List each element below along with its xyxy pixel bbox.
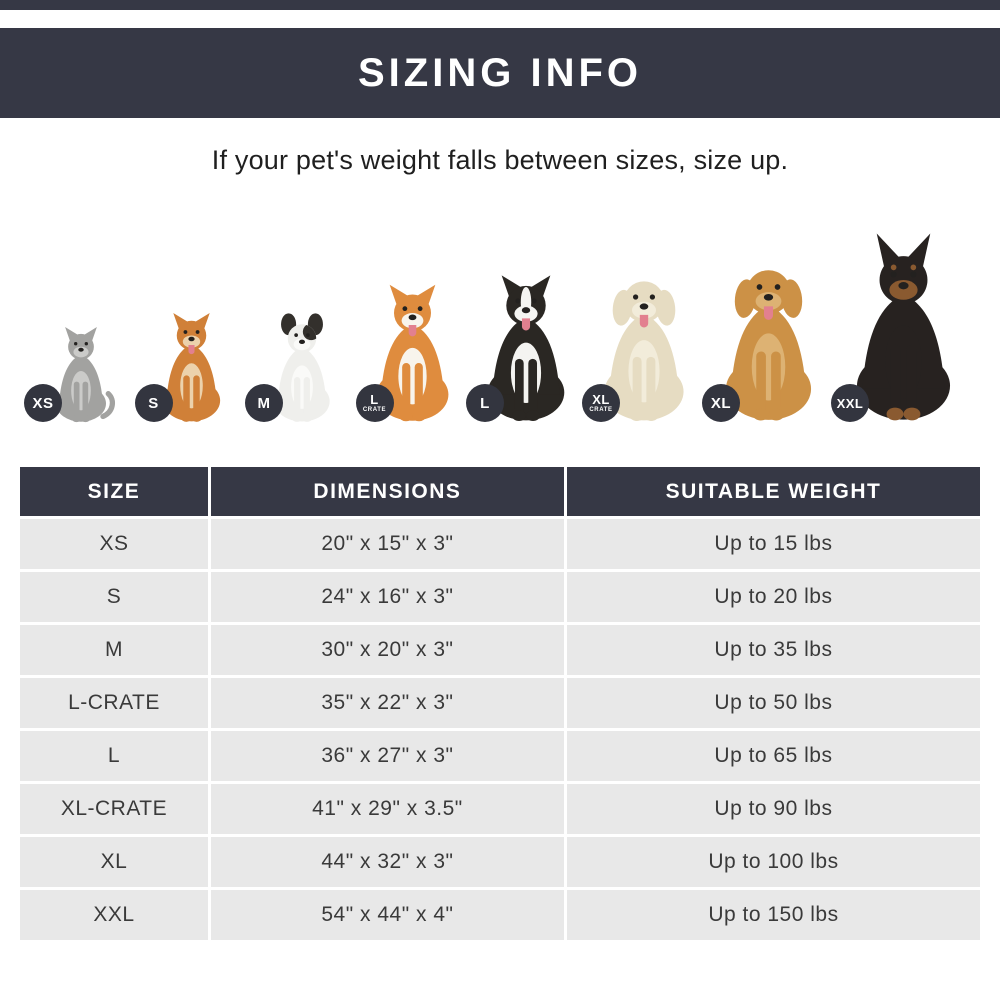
weight-cell: Up to 15 lbs: [566, 519, 980, 569]
dimensions-cell: 44" x 32" x 3": [210, 837, 564, 887]
size-badge-label: M: [257, 394, 271, 412]
size-cell: L: [20, 731, 208, 781]
pet-pomeranian: S: [134, 208, 248, 424]
table-row: XXL 54" x 44" x 4" Up to 150 lbs: [20, 890, 980, 940]
size-cell: XL: [20, 837, 208, 887]
dimensions-cell: 24" x 16" x 3": [210, 572, 564, 622]
pet-border-collie: L: [466, 208, 584, 424]
size-badge-s: S: [134, 384, 173, 422]
doberman-illustration: [833, 232, 974, 424]
sizing-table-wrap: SIZE DIMENSIONS SUITABLE WEIGHT XS 20" x 15…: [17, 464, 983, 943]
size-badge-label: XS: [32, 394, 54, 412]
table-row: L-CRATE 35" x 22" x 3" Up to 50 lbs: [20, 678, 980, 728]
size-badge-l-crate: L CRATE: [355, 384, 394, 422]
french-bulldog-illustration: [260, 310, 344, 424]
size-cell: XXL: [20, 890, 208, 940]
table-row: M 30" x 20" x 3" Up to 35 lbs: [20, 625, 980, 675]
gray-cat-illustration: [43, 321, 119, 424]
size-cell: L-CRATE: [20, 678, 208, 728]
shiba-inu-illustration: [358, 276, 467, 424]
dimensions-cell: 54" x 44" x 4": [210, 890, 564, 940]
sizing-table: SIZE DIMENSIONS SUITABLE WEIGHT XS 20" x 15…: [17, 464, 983, 943]
pet-french-bulldog: M: [245, 208, 358, 424]
table-row: L 36" x 27" x 3" Up to 65 lbs: [20, 731, 980, 781]
size-badge-xs: XS: [24, 384, 62, 422]
dimensions-cell: 20" x 15" x 3": [210, 519, 564, 569]
pet-golden-retriever: XL: [702, 208, 833, 424]
pet-size-lineup: XS S M: [24, 208, 974, 424]
size-badge-label: L: [370, 392, 379, 407]
size-badge-sublabel: CRATE: [362, 407, 387, 413]
table-row: XL-CRATE 41" x 29" x 3.5" Up to 90 lbs: [20, 784, 980, 834]
border-collie-illustration: [468, 266, 584, 424]
table-header-row: SIZE DIMENSIONS SUITABLE WEIGHT: [20, 467, 980, 516]
size-badge-m: M: [245, 384, 283, 422]
table-row: S 24" x 16" x 3" Up to 20 lbs: [20, 572, 980, 622]
size-badge-label: XXL: [836, 395, 864, 411]
size-badge-xl-crate: XL CRATE: [582, 384, 620, 422]
pet-shiba-inu: L CRATE: [355, 208, 469, 424]
dimensions-cell: 36" x 27" x 3": [210, 731, 564, 781]
golden-retriever-illustration: [704, 248, 833, 424]
size-badge-l: L: [466, 384, 504, 422]
labrador-illustration: [584, 261, 704, 424]
table-row: XS 20" x 15" x 3" Up to 15 lbs: [20, 519, 980, 569]
sizing-note: If your pet's weight falls between sizes…: [211, 145, 789, 175]
pet-gray-cat: XS: [24, 208, 137, 424]
size-badge-label: XL: [592, 392, 610, 407]
size-cell: XS: [20, 519, 208, 569]
dimensions-cell: 41" x 29" x 3.5": [210, 784, 564, 834]
pet-labrador: XL CRATE: [582, 208, 704, 424]
size-cell: S: [20, 572, 208, 622]
size-badge-label: L: [480, 394, 490, 412]
weight-cell: Up to 65 lbs: [566, 731, 980, 781]
dimensions-cell: 30" x 20" x 3": [210, 625, 564, 675]
pomeranian-illustration: [148, 306, 235, 424]
weight-cell: Up to 150 lbs: [566, 890, 980, 940]
top-strip: [0, 0, 1000, 10]
size-cell: XL-CRATE: [20, 784, 208, 834]
size-badge-label: XL: [710, 394, 732, 412]
page-title: SIZING INFO: [358, 50, 642, 95]
size-badge-xxl: XXL: [831, 384, 869, 422]
dimensions-cell: 35" x 22" x 3": [210, 678, 564, 728]
title-bar: SIZING INFO: [0, 28, 1000, 118]
size-badge-xl: XL: [702, 384, 740, 422]
column-header-size: SIZE: [20, 467, 208, 516]
pet-doberman: XXL: [831, 208, 974, 424]
weight-cell: Up to 100 lbs: [566, 837, 980, 887]
weight-cell: Up to 90 lbs: [566, 784, 980, 834]
column-header-dimensions: DIMENSIONS: [210, 467, 564, 516]
weight-cell: Up to 35 lbs: [566, 625, 980, 675]
weight-cell: Up to 50 lbs: [566, 678, 980, 728]
column-header-weight: SUITABLE WEIGHT: [566, 467, 980, 516]
size-cell: M: [20, 625, 208, 675]
table-row: XL 44" x 32" x 3" Up to 100 lbs: [20, 837, 980, 887]
size-badge-sublabel: CRATE: [589, 407, 613, 413]
weight-cell: Up to 20 lbs: [566, 572, 980, 622]
size-badge-label: S: [148, 394, 159, 412]
